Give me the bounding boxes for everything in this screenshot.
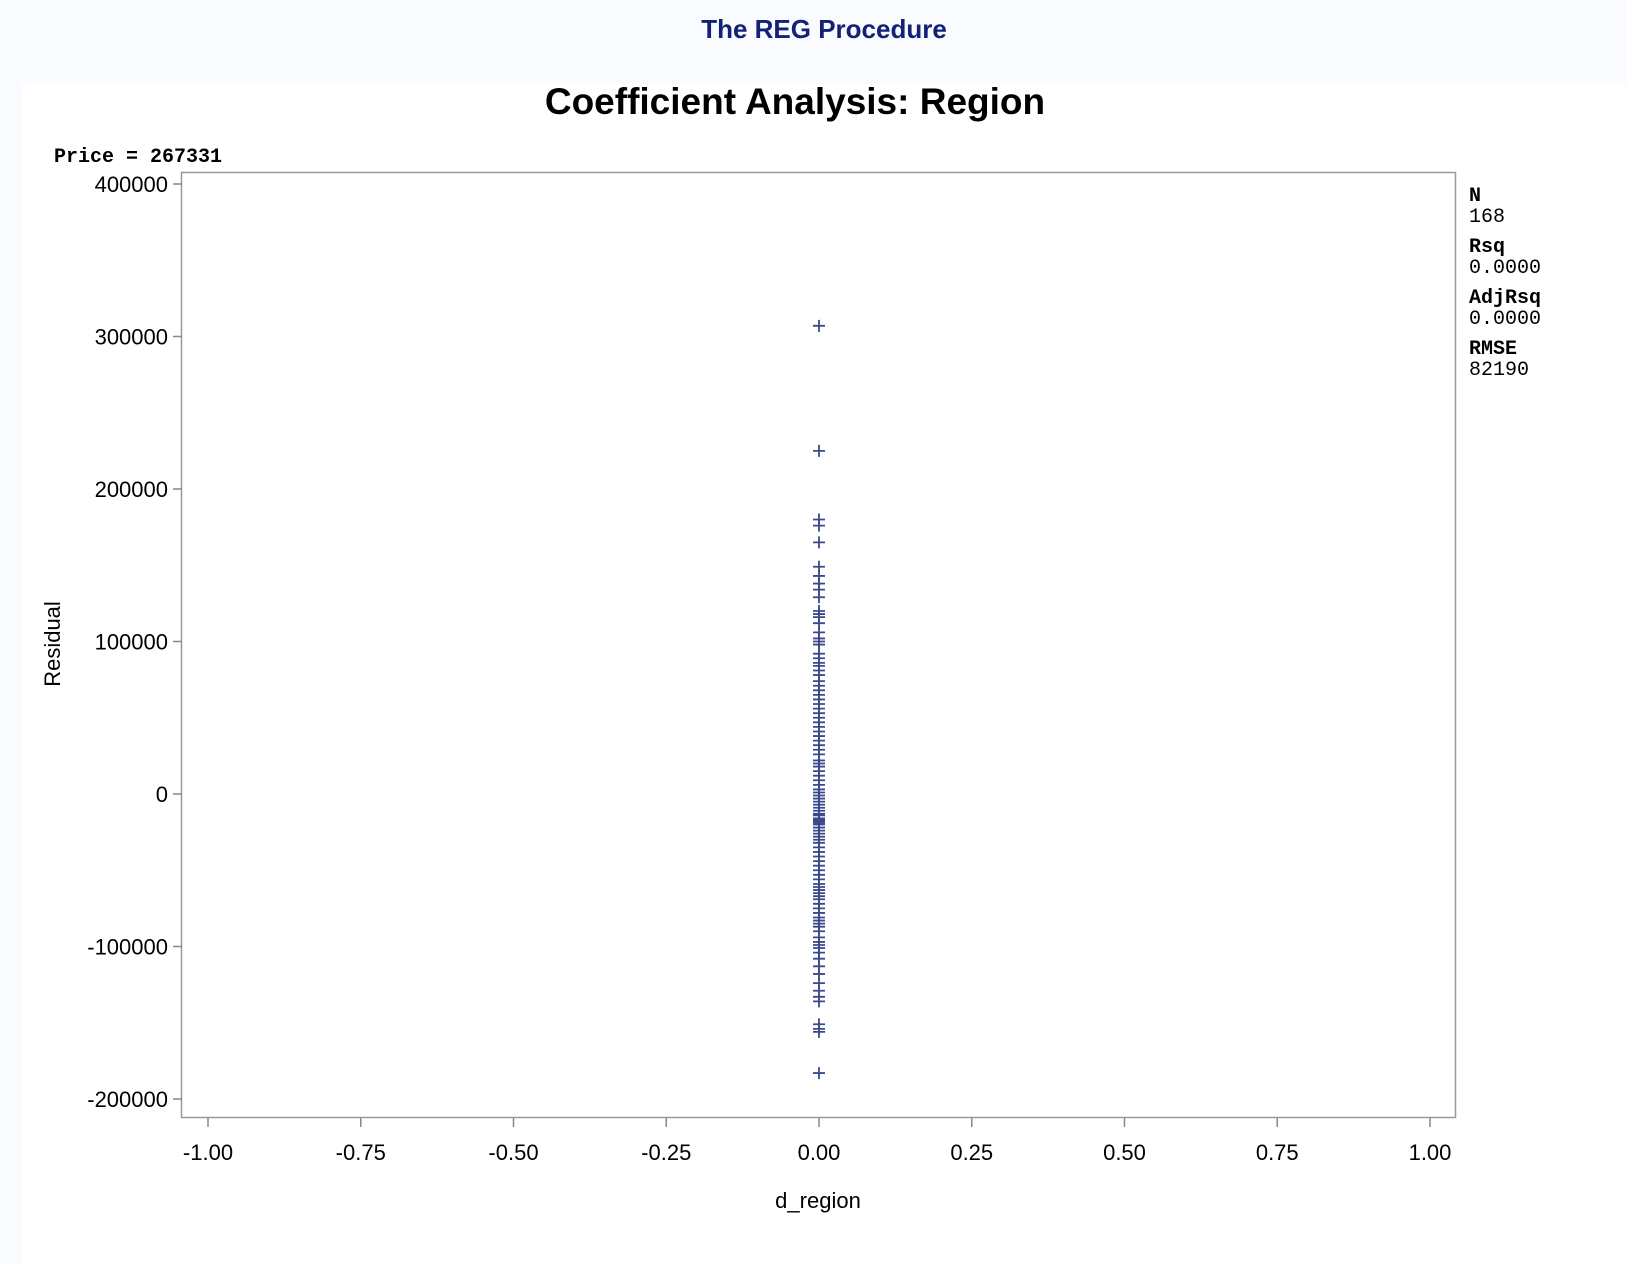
data-point — [813, 591, 825, 604]
y-tick-label: 0 — [156, 782, 168, 807]
data-point — [813, 319, 825, 332]
stat-value: 0.0000 — [1469, 257, 1541, 280]
data-points — [813, 319, 825, 1080]
stat-label: RMSE — [1469, 338, 1517, 361]
stat-value: 82190 — [1469, 359, 1529, 382]
chart-panel: Coefficient Analysis: Region Price = 267… — [22, 84, 1626, 1264]
procedure-title: The REG Procedure — [701, 14, 947, 44]
data-point — [813, 444, 825, 457]
y-axis-ticks: 400000 300000 200000 100000 0 -100000 -200000 — [87, 172, 182, 1112]
data-point — [813, 1067, 825, 1080]
y-axis-label: Residual — [40, 601, 65, 687]
stat-label: Rsq — [1469, 236, 1505, 259]
x-tick-label: 0.25 — [950, 1140, 993, 1165]
x-tick-label: -1.00 — [183, 1140, 233, 1165]
stat-label: AdjRsq — [1469, 287, 1541, 310]
x-tick-label: -0.75 — [336, 1140, 386, 1165]
y-tick-label: 100000 — [95, 630, 168, 655]
y-tick-label: -100000 — [87, 935, 168, 960]
stat-label: N — [1469, 185, 1481, 208]
data-point — [813, 1025, 825, 1038]
data-point — [813, 995, 825, 1008]
x-tick-label: 0.50 — [1103, 1140, 1146, 1165]
x-tick-label: 0.75 — [1256, 1140, 1299, 1165]
stat-value: 0.0000 — [1469, 308, 1541, 331]
x-tick-label: -0.50 — [488, 1140, 538, 1165]
y-tick-label: 300000 — [95, 325, 168, 350]
chart-title: Coefficient Analysis: Region — [545, 84, 1045, 122]
y-tick-label: -200000 — [87, 1087, 168, 1112]
x-tick-label: -0.25 — [641, 1140, 691, 1165]
x-tick-label: 1.00 — [1409, 1140, 1452, 1165]
data-point — [813, 536, 825, 549]
plot-frame — [180, 171, 1457, 1119]
x-axis-label: d_region — [775, 1188, 861, 1213]
y-tick-label: 400000 — [95, 172, 168, 197]
x-tick-label: 0.00 — [798, 1140, 841, 1165]
model-equation: Price = 267331 — [54, 146, 222, 169]
scatter-chart: Coefficient Analysis: Region Price = 267… — [40, 84, 1541, 1213]
x-axis-ticks: -1.00 -0.75 -0.50 -0.25 0.00 0.25 0.50 0.75 1.00 — [183, 1118, 1451, 1165]
stat-value: 168 — [1469, 206, 1505, 229]
data-point — [813, 519, 825, 532]
y-tick-label: 200000 — [95, 477, 168, 502]
